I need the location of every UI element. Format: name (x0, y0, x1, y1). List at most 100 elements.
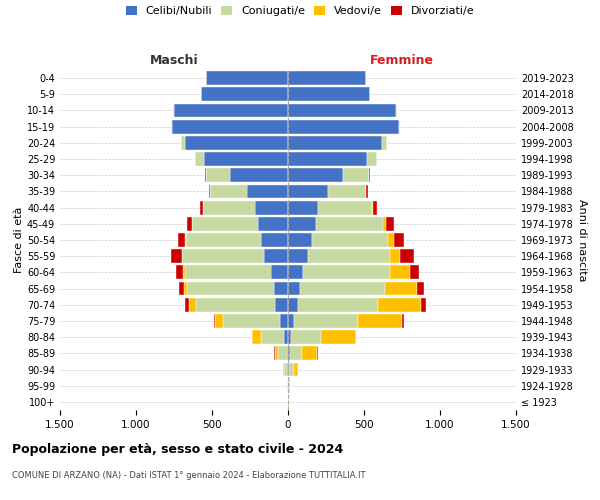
Bar (187, 282, 274, 296)
Bar (206, 71, 288, 85)
Bar (303, 266, 390, 280)
Bar (343, 168, 368, 182)
Bar (209, 184, 211, 198)
Bar (288, 282, 300, 296)
Bar (288, 104, 396, 118)
Y-axis label: Fasce di età: Fasce di età (14, 207, 24, 273)
Bar (280, 314, 288, 328)
Bar (181, 136, 185, 149)
Bar (288, 266, 303, 280)
Bar (373, 200, 377, 214)
Bar (288, 88, 370, 101)
Text: COMUNE DI ARZANO (NA) - Dati ISTAT 1° gennaio 2024 - Elaborazione TUTTITALIA.IT: COMUNE DI ARZANO (NA) - Dati ISTAT 1° ge… (12, 471, 365, 480)
Bar (288, 330, 291, 344)
Bar (205, 168, 206, 182)
Bar (388, 233, 394, 247)
Bar (275, 346, 278, 360)
Bar (298, 298, 379, 312)
Bar (196, 298, 275, 312)
Bar (278, 346, 287, 360)
Bar (288, 184, 328, 198)
Y-axis label: Anni di nascita: Anni di nascita (577, 198, 587, 281)
Bar (260, 233, 288, 247)
Bar (284, 362, 287, 376)
Bar (369, 168, 370, 182)
Bar (396, 104, 397, 118)
Bar (291, 330, 320, 344)
Bar (294, 314, 358, 328)
Bar (214, 314, 215, 328)
Bar (252, 330, 260, 344)
Bar (171, 120, 172, 134)
Bar (385, 282, 417, 296)
Bar (390, 266, 410, 280)
Bar (400, 250, 414, 263)
Bar (288, 168, 343, 182)
Bar (223, 314, 280, 328)
Bar (185, 136, 288, 149)
Bar (288, 362, 289, 376)
Bar (284, 330, 288, 344)
Bar (410, 266, 419, 280)
Bar (254, 200, 288, 214)
Bar (251, 330, 252, 344)
Bar (230, 168, 288, 182)
Bar (311, 233, 388, 247)
Bar (185, 233, 186, 247)
Bar (358, 314, 402, 328)
Bar (257, 217, 288, 230)
Bar (185, 266, 271, 280)
Bar (289, 379, 290, 392)
Bar (386, 217, 394, 230)
Bar (379, 298, 421, 312)
Bar (288, 152, 367, 166)
Bar (300, 282, 385, 296)
Bar (275, 298, 288, 312)
Bar (328, 184, 365, 198)
Bar (260, 330, 284, 344)
Bar (202, 88, 288, 101)
Bar (265, 250, 288, 263)
Bar (195, 152, 205, 166)
Bar (394, 233, 404, 247)
Bar (172, 120, 288, 134)
Bar (288, 200, 319, 214)
Bar (271, 266, 288, 280)
Bar (399, 120, 400, 134)
Bar (320, 330, 356, 344)
Bar (187, 217, 192, 230)
Bar (288, 233, 311, 247)
Bar (288, 298, 298, 312)
Text: Maschi: Maschi (149, 54, 199, 68)
Bar (205, 152, 288, 166)
Bar (211, 184, 247, 198)
Bar (206, 168, 230, 182)
Bar (182, 250, 265, 263)
Bar (203, 200, 254, 214)
Bar (274, 282, 288, 296)
Text: Femmine: Femmine (370, 54, 434, 68)
Bar (365, 184, 366, 198)
Bar (288, 136, 382, 149)
Bar (390, 250, 400, 263)
Bar (290, 346, 302, 360)
Bar (287, 362, 288, 376)
Bar (316, 217, 383, 230)
Bar (421, 298, 427, 312)
Bar (179, 282, 184, 296)
Text: Popolazione per età, sesso e stato civile - 2024: Popolazione per età, sesso e stato civil… (12, 442, 343, 456)
Bar (402, 314, 404, 328)
Bar (215, 314, 223, 328)
Bar (294, 362, 298, 376)
Bar (288, 71, 365, 85)
Bar (417, 282, 424, 296)
Legend: Celibi/Nubili, Coniugati/e, Vedovi/e, Divorziati/e: Celibi/Nubili, Coniugati/e, Vedovi/e, Di… (125, 6, 475, 16)
Bar (184, 282, 187, 296)
Bar (302, 346, 317, 360)
Bar (288, 120, 399, 134)
Bar (319, 200, 371, 214)
Bar (308, 250, 390, 263)
Bar (288, 314, 294, 328)
Bar (173, 104, 174, 118)
Bar (383, 217, 386, 230)
